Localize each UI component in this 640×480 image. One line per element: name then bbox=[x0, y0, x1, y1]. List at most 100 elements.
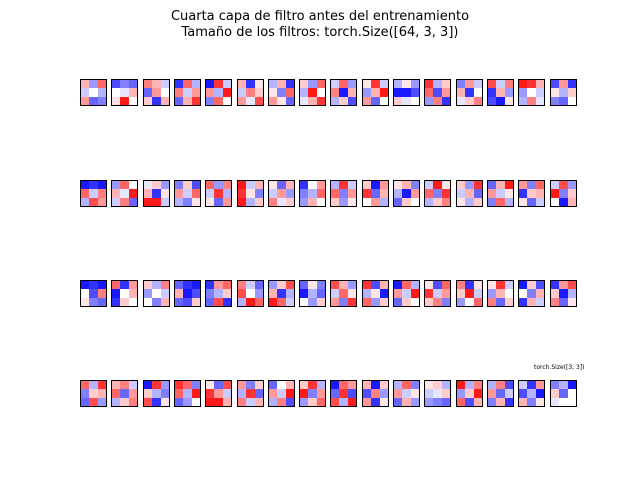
filter-26-cell-1-0 bbox=[394, 189, 403, 198]
filter-53-cell-1-0 bbox=[238, 389, 247, 398]
filter-5-cell-1-0 bbox=[238, 88, 247, 97]
filter-8-cell-1-1 bbox=[339, 88, 348, 97]
filter-52-cell-1-1 bbox=[214, 389, 223, 398]
filter-50-cell-0-1 bbox=[152, 381, 161, 390]
filter-37-cell-1-1 bbox=[246, 289, 255, 298]
filter-47 bbox=[550, 280, 577, 307]
filter-54-cell-1-0 bbox=[269, 389, 278, 398]
filter-39 bbox=[299, 280, 326, 307]
filter-35-cell-2-2 bbox=[191, 297, 200, 306]
filter-58-cell-1-0 bbox=[394, 389, 403, 398]
filter-7-cell-1-0 bbox=[300, 88, 309, 97]
filter-15 bbox=[550, 79, 577, 106]
filter-38-cell-1-0 bbox=[269, 289, 278, 298]
filter-5-cell-1-1 bbox=[246, 88, 255, 97]
filter-53-cell-0-0 bbox=[238, 381, 247, 390]
filter-58-cell-1-2 bbox=[410, 389, 419, 398]
filter-17-cell-0-1 bbox=[120, 181, 129, 190]
filter-13-cell-2-2 bbox=[504, 96, 513, 105]
filter-56-cell-0-1 bbox=[339, 381, 348, 390]
filter-56-cell-1-2 bbox=[347, 389, 356, 398]
filter-18-cell-0-0 bbox=[144, 181, 153, 190]
filter-15-cell-0-0 bbox=[551, 80, 560, 89]
filter-48-cell-1-0 bbox=[81, 389, 90, 398]
filter-63-cell-2-2 bbox=[567, 397, 576, 406]
filter-47-cell-1-1 bbox=[559, 289, 568, 298]
filter-37-cell-0-1 bbox=[246, 281, 255, 290]
filter-20-cell-0-2 bbox=[222, 181, 231, 190]
filter-28-cell-1-0 bbox=[457, 189, 466, 198]
filter-49-cell-1-1 bbox=[120, 389, 129, 398]
filter-46-cell-2-0 bbox=[519, 297, 528, 306]
filter-41-cell-0-2 bbox=[379, 281, 388, 290]
filter-4-cell-0-1 bbox=[214, 80, 223, 89]
filter-24-cell-1-1 bbox=[339, 189, 348, 198]
filter-1-cell-1-0 bbox=[112, 88, 121, 97]
filter-12-cell-0-0 bbox=[457, 80, 466, 89]
filter-28-cell-1-2 bbox=[473, 189, 482, 198]
filter-48-cell-0-0 bbox=[81, 381, 90, 390]
filter-25-cell-2-0 bbox=[363, 197, 372, 206]
filter-16-cell-1-1 bbox=[89, 189, 98, 198]
filter-36-cell-2-2 bbox=[222, 297, 231, 306]
filter-45-cell-0-1 bbox=[496, 281, 505, 290]
filter-39-cell-2-2 bbox=[316, 297, 325, 306]
filter-38-cell-2-1 bbox=[277, 297, 286, 306]
filter-29-cell-1-2 bbox=[504, 189, 513, 198]
filter-19-cell-1-2 bbox=[191, 189, 200, 198]
filter-14-cell-2-1 bbox=[527, 96, 536, 105]
filter-41-cell-1-0 bbox=[363, 289, 372, 298]
filter-45-cell-0-0 bbox=[488, 281, 497, 290]
filter-57-cell-0-0 bbox=[363, 381, 372, 390]
filter-51-cell-2-2 bbox=[191, 397, 200, 406]
filter-35-cell-1-2 bbox=[191, 289, 200, 298]
filter-4-cell-0-2 bbox=[222, 80, 231, 89]
filter-27-cell-2-1 bbox=[433, 197, 442, 206]
filter-36-cell-2-1 bbox=[214, 297, 223, 306]
filter-63-cell-2-1 bbox=[559, 397, 568, 406]
filter-56-cell-1-0 bbox=[331, 389, 340, 398]
filter-17-cell-0-0 bbox=[112, 181, 121, 190]
filter-30-cell-0-2 bbox=[535, 181, 544, 190]
filter-47-cell-1-2 bbox=[567, 289, 576, 298]
filter-41-cell-2-2 bbox=[379, 297, 388, 306]
filter-27-cell-1-2 bbox=[441, 189, 450, 198]
filter-56-cell-1-1 bbox=[339, 389, 348, 398]
filter-45 bbox=[487, 280, 514, 307]
filter-51-cell-1-1 bbox=[183, 389, 192, 398]
filter-50-cell-1-2 bbox=[160, 389, 169, 398]
filter-52-cell-2-0 bbox=[206, 397, 215, 406]
filter-18-cell-2-2 bbox=[160, 197, 169, 206]
filter-59-cell-0-1 bbox=[433, 381, 442, 390]
filter-1-cell-2-1 bbox=[120, 96, 129, 105]
filter-2-cell-1-2 bbox=[160, 88, 169, 97]
filter-14-cell-1-2 bbox=[535, 88, 544, 97]
filter-34-cell-2-1 bbox=[152, 297, 161, 306]
filter-61-cell-0-2 bbox=[504, 381, 513, 390]
filter-2-cell-0-1 bbox=[152, 80, 161, 89]
filter-59-cell-2-1 bbox=[433, 397, 442, 406]
filter-4-cell-1-0 bbox=[206, 88, 215, 97]
filter-16-cell-2-2 bbox=[97, 197, 106, 206]
filter-34 bbox=[143, 280, 170, 307]
filter-23-cell-0-1 bbox=[308, 181, 317, 190]
filter-48-cell-0-1 bbox=[89, 381, 98, 390]
filter-59-cell-2-2 bbox=[441, 397, 450, 406]
filter-21-cell-0-1 bbox=[246, 181, 255, 190]
filter-60-cell-2-0 bbox=[457, 397, 466, 406]
filter-13-cell-0-0 bbox=[488, 80, 497, 89]
filter-39-cell-2-0 bbox=[300, 297, 309, 306]
filter-21-cell-2-0 bbox=[238, 197, 247, 206]
filter-8 bbox=[330, 79, 357, 106]
filter-12-cell-0-1 bbox=[465, 80, 474, 89]
filter-12-cell-0-2 bbox=[473, 80, 482, 89]
filter-62-cell-2-2 bbox=[535, 397, 544, 406]
filter-43-cell-2-2 bbox=[441, 297, 450, 306]
filter-31-cell-2-0 bbox=[551, 197, 560, 206]
filter-43-cell-1-1 bbox=[433, 289, 442, 298]
filter-33-cell-2-2 bbox=[128, 297, 137, 306]
filter-32 bbox=[80, 280, 107, 307]
filter-6-cell-0-0 bbox=[269, 80, 278, 89]
filter-62-cell-0-1 bbox=[527, 381, 536, 390]
filter-40-cell-1-0 bbox=[331, 289, 340, 298]
